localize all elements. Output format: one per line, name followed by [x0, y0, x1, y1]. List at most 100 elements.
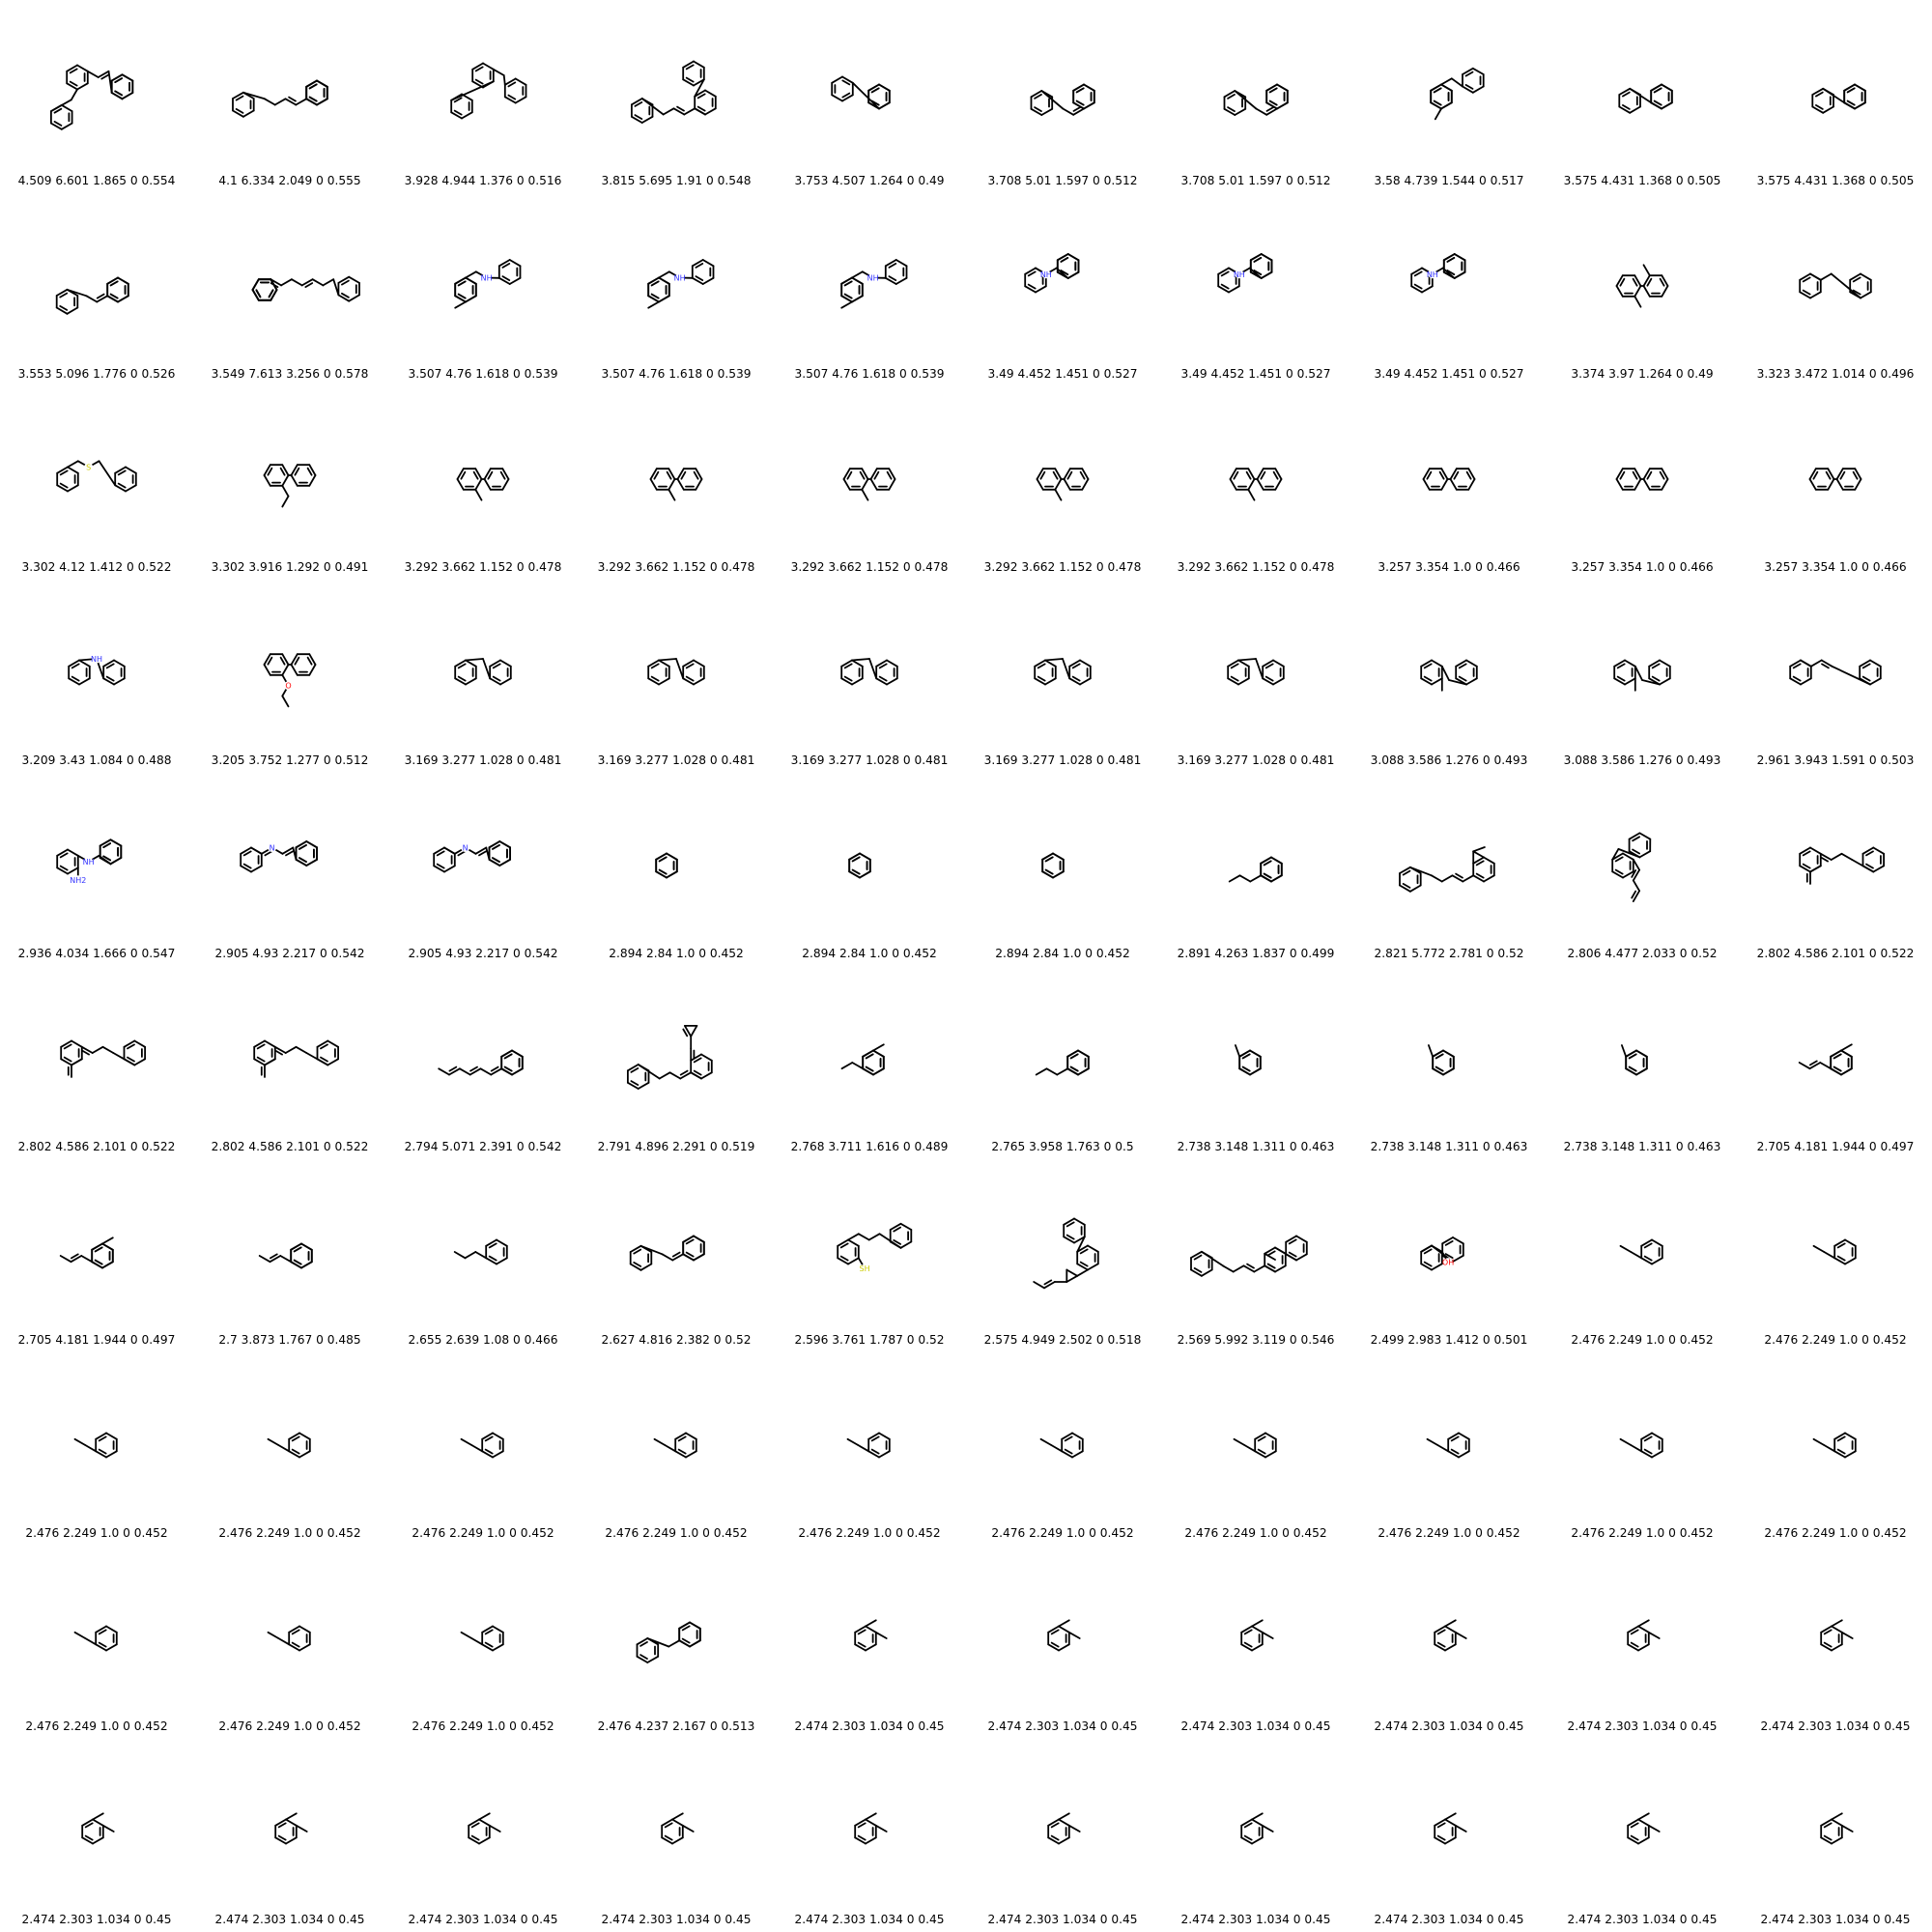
molecule-cell: NH 3.49 4.452 1.451 0 0.527 [966, 193, 1159, 386]
molecule-cell: 2.705 4.181 1.944 0 0.497 [0, 1159, 193, 1352]
bond-line [1410, 267, 1423, 275]
bond-line [1256, 478, 1264, 491]
bond-line [1622, 870, 1634, 879]
bond-line [1825, 470, 1832, 480]
bond-line [1435, 1065, 1444, 1072]
bond-line [694, 78, 705, 98]
molecule-score-label: 3.49 4.452 1.451 0 0.527 [1374, 367, 1524, 381]
bond-line [63, 1056, 72, 1063]
molecule-score-label: 2.476 2.249 1.0 0 0.452 [1571, 1333, 1714, 1347]
bond-line [1243, 1444, 1257, 1453]
bond-line [1789, 677, 1802, 686]
bond-line [81, 1049, 90, 1056]
bond-line [232, 109, 244, 118]
bond-line [846, 470, 853, 480]
bond-line [1619, 470, 1626, 480]
bond-line [1458, 1432, 1470, 1440]
molecule-structure [456, 468, 510, 501]
bond-line [1257, 1435, 1266, 1442]
bond-line [281, 846, 295, 855]
bond-line [678, 1639, 691, 1648]
bond-line [256, 1043, 266, 1050]
bond-line [1247, 488, 1256, 501]
molecule-cell: 2.738 3.148 1.311 0 0.463 [1352, 966, 1546, 1159]
bond-line [1041, 852, 1054, 861]
bond-line [895, 276, 908, 285]
bond-line [1073, 1236, 1086, 1244]
bond-line [1630, 1629, 1639, 1635]
bond-line [1661, 83, 1673, 92]
bond-line [1076, 1236, 1086, 1253]
bond-line [701, 259, 715, 268]
bond-line [1831, 1643, 1843, 1652]
bond-line [696, 105, 706, 112]
bond-line [1235, 1044, 1241, 1058]
molecule-cell: 2.791 4.896 2.291 0 0.519 [580, 966, 773, 1159]
molecule-structure [438, 1049, 524, 1076]
bond-line [893, 1239, 902, 1245]
bond-line [488, 840, 501, 849]
bond-line [685, 1432, 697, 1440]
bond-line [629, 1263, 642, 1271]
bond-line [97, 70, 110, 78]
bond-line [1083, 101, 1095, 110]
atom-label: NH [481, 274, 493, 283]
bond-line [113, 659, 126, 668]
bond-line [865, 1836, 877, 1845]
bond-line [483, 478, 492, 491]
bond-line [1433, 99, 1442, 106]
bond-line [472, 470, 479, 480]
bond-line [316, 1039, 329, 1048]
bond-line [305, 858, 319, 867]
bond-line [1265, 106, 1275, 112]
bond-line [1441, 267, 1456, 279]
bond-line [848, 870, 861, 879]
bond-line [1254, 1432, 1266, 1440]
molecule-cell: 2.474 2.303 1.034 0 0.45 [386, 1739, 580, 1932]
molecule-score-label: 3.257 3.354 1.0 0 0.466 [1764, 560, 1907, 574]
bond-line [511, 1067, 524, 1076]
molecule-score-label: 3.49 4.452 1.451 0 0.527 [987, 367, 1138, 381]
bond-line [640, 115, 654, 124]
bond-line [320, 1056, 328, 1063]
molecule-score-label: 3.257 3.354 1.0 0 0.466 [1571, 560, 1714, 574]
bond-line [478, 850, 487, 857]
bond-line [1420, 1263, 1433, 1271]
bond-line [1041, 870, 1054, 879]
molecule-structure [253, 1039, 340, 1078]
bond-line [59, 852, 69, 859]
bond-line [484, 1435, 494, 1442]
bond-line [1852, 470, 1859, 480]
bond-line [488, 1242, 497, 1249]
bond-line [1079, 659, 1092, 668]
bond-line [105, 1450, 118, 1459]
bond-line [682, 659, 695, 668]
bond-line [1260, 270, 1273, 279]
bond-line [337, 275, 351, 284]
bond-line [340, 279, 350, 286]
molecule-score-label: 2.474 2.303 1.034 0 0.45 [1567, 1913, 1718, 1926]
bond-line [1264, 1450, 1277, 1459]
bond-line [1201, 1250, 1224, 1267]
bond-line [1426, 470, 1433, 480]
bond-line [1642, 468, 1651, 480]
molecule-score-label: 3.49 4.452 1.451 0 0.527 [1180, 367, 1331, 381]
bond-line [436, 850, 445, 857]
bond-line [1423, 675, 1433, 682]
bond-line [1434, 107, 1442, 121]
bond-line [668, 1639, 681, 1648]
bond-line [857, 1834, 867, 1841]
bond-line [1809, 272, 1822, 281]
bond-line [274, 1049, 283, 1056]
bond-line [865, 1643, 877, 1652]
bond-line [454, 659, 467, 668]
bond-line [1483, 874, 1495, 883]
molecule-cell: 2.474 2.303 1.034 0 0.45 [193, 1739, 386, 1932]
molecule-cell: 2.627 4.816 2.382 0 0.52 [580, 1159, 773, 1352]
bond-line [1039, 470, 1046, 480]
bond-line [840, 659, 853, 668]
molecule-structure [848, 852, 871, 879]
molecule-structure: NH [647, 259, 715, 309]
molecule-score-label: 2.474 2.303 1.034 0 0.45 [408, 1913, 558, 1926]
bond-line [492, 663, 501, 669]
